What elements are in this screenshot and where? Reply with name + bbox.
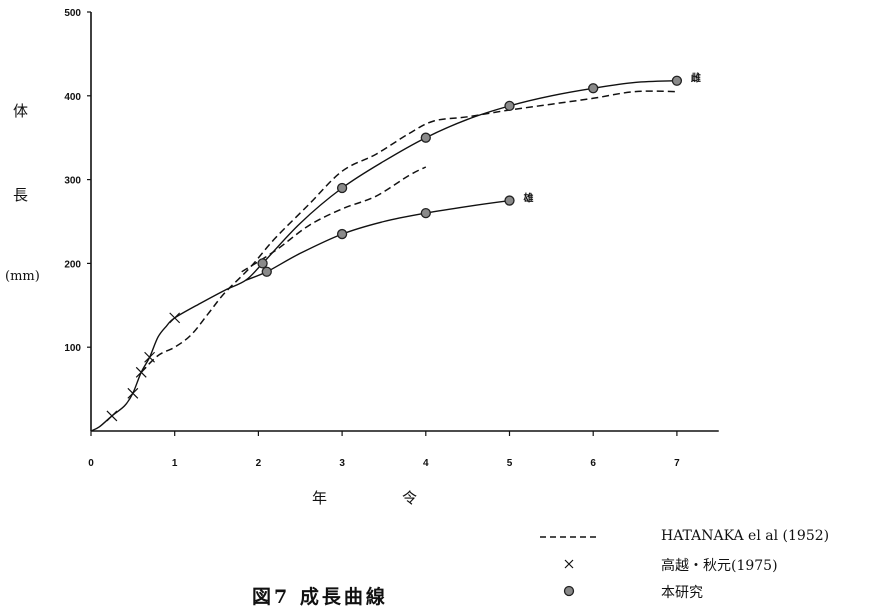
this-study-data-point [257, 258, 268, 269]
x-axis-label: 年 令 [312, 489, 448, 507]
this-study-data-point [504, 100, 515, 112]
legend-label: HATANAKA el al (1952) [661, 528, 830, 544]
legend-item-this-study: 本研究 [535, 581, 893, 608]
takakoshi-cross-point [127, 387, 139, 399]
this-study-data-point [336, 182, 348, 194]
dashed-line-icon [540, 536, 599, 538]
this-study-data-point [261, 266, 272, 277]
y-axis-label-1: 体 [13, 102, 29, 120]
x-tick-label: 4 [423, 458, 429, 469]
y-tick-label: 400 [64, 92, 81, 103]
this-study-curve [245, 199, 510, 281]
cross-marker-icon [564, 559, 574, 569]
this-study-data-point [504, 195, 515, 206]
x-tick-label: 6 [590, 458, 596, 469]
figure-caption: 図7 成長曲線 [252, 586, 388, 608]
series-lines [90, 80, 677, 432]
this-study-data-point [420, 132, 431, 143]
y-tick-label: 100 [64, 343, 81, 354]
y-tick-label: 300 [64, 176, 81, 187]
legend-item-hatanaka: HATANAKA el al (1952) [535, 527, 893, 554]
legend-item-takakoshi: 高越・秋元(1975) [535, 554, 893, 581]
legend: HATANAKA el al (1952) 高越・秋元(1975) 本研究 [535, 527, 893, 608]
this-study-data-point [336, 228, 348, 240]
series-markers [106, 75, 683, 422]
x-tick-label: 1 [172, 458, 178, 469]
x-tick-label: 2 [256, 458, 262, 469]
takakoshi-cross-point [144, 351, 156, 363]
legend-label: 本研究 [661, 585, 703, 601]
x-tick-label: 5 [507, 458, 513, 469]
y-tick-label: 200 [64, 259, 81, 270]
x-tick-label: 0 [88, 458, 94, 469]
hatanaka-dashed-line [241, 166, 427, 273]
this-study-data-point [671, 75, 683, 86]
hatanaka-dashed-line [140, 90, 677, 373]
dot-marker-icon [563, 585, 575, 597]
y-axis-label-unit: (mm) [5, 269, 40, 284]
curve-end-label: 雌 [691, 72, 701, 85]
takakoshi-cross-point [135, 366, 147, 378]
ticks: 0 1 2 3 4 5 6 7 100 200 300 400 500 [64, 8, 680, 469]
takakoshi-cross-point [169, 312, 181, 324]
x-tick-label: 3 [339, 458, 345, 469]
y-tick-label: 500 [64, 8, 81, 19]
this-study-curve [90, 80, 677, 432]
legend-label: 高越・秋元(1975) [661, 558, 778, 574]
axes [90, 12, 719, 432]
this-study-data-point [420, 207, 431, 219]
curve-end-label: 雄 [523, 192, 534, 205]
this-study-data-point [588, 83, 599, 94]
curve-labels: 雌雄 [523, 72, 701, 205]
x-tick-label: 7 [674, 458, 680, 469]
y-axis-label-2: 長 [13, 186, 29, 204]
takakoshi-cross-point [106, 410, 118, 422]
